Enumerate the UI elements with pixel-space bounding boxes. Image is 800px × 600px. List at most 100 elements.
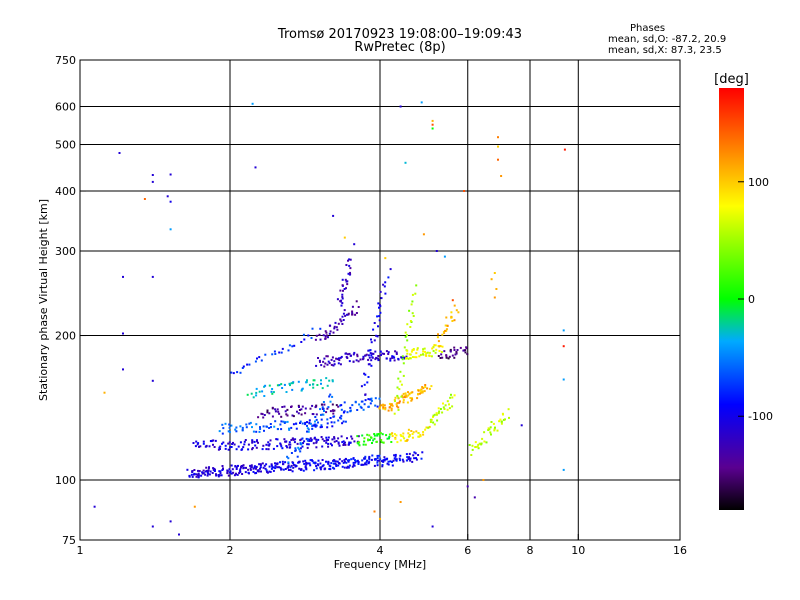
data-point <box>302 460 305 463</box>
data-point <box>306 379 308 382</box>
y-tick-label: 75 <box>62 534 76 547</box>
data-point <box>337 322 340 325</box>
data-point <box>252 467 255 470</box>
data-point <box>480 443 483 446</box>
data-point <box>400 383 403 386</box>
data-point <box>221 469 224 471</box>
data-point <box>298 409 301 411</box>
data-point <box>406 339 409 342</box>
data-point <box>328 324 331 327</box>
data-point <box>206 474 209 477</box>
data-point <box>402 374 405 377</box>
data-point <box>405 453 408 456</box>
data-point <box>255 446 258 449</box>
data-point <box>341 441 344 444</box>
data-point <box>282 463 285 466</box>
data-point <box>363 457 366 460</box>
data-point <box>291 382 294 385</box>
data-point <box>343 466 346 469</box>
data-point <box>411 398 414 401</box>
data-point <box>227 474 230 477</box>
data-point <box>342 461 345 464</box>
data-point <box>446 324 449 327</box>
data-point <box>367 349 370 352</box>
data-point <box>332 410 335 412</box>
data-point <box>321 438 324 441</box>
data-point <box>300 438 303 441</box>
data-point <box>348 360 351 363</box>
data-point <box>411 293 414 296</box>
data-point <box>220 474 223 477</box>
data-point <box>370 436 372 439</box>
data-point <box>192 442 195 444</box>
y-tick-label: 400 <box>55 185 76 198</box>
data-point <box>281 387 284 389</box>
data-point <box>385 434 388 437</box>
data-point <box>353 243 356 246</box>
data-point <box>329 410 332 413</box>
data-point <box>264 467 267 470</box>
data-point <box>306 462 309 465</box>
data-point <box>348 459 351 462</box>
data-point <box>464 349 467 352</box>
data-point <box>468 444 471 446</box>
data-point <box>449 350 452 353</box>
data-point <box>291 470 294 473</box>
data-point <box>329 393 332 396</box>
x-tick-label: 4 <box>377 544 384 557</box>
data-point <box>346 357 349 359</box>
data-point <box>191 475 194 478</box>
data-point <box>250 465 253 468</box>
data-point <box>103 391 106 394</box>
data-point <box>298 460 301 463</box>
data-point <box>440 351 443 353</box>
data-point <box>283 422 286 424</box>
data-point <box>368 455 371 458</box>
data-point <box>291 437 294 440</box>
data-point <box>333 409 336 412</box>
data-point <box>230 446 233 448</box>
data-point <box>348 352 351 355</box>
data-point <box>344 443 347 446</box>
data-point <box>421 451 424 454</box>
data-point <box>423 390 426 393</box>
data-point <box>369 349 372 352</box>
data-point <box>118 152 121 154</box>
data-point <box>402 401 405 404</box>
data-point <box>260 470 262 473</box>
data-point <box>477 447 480 450</box>
data-point <box>341 302 344 305</box>
data-point <box>373 339 376 342</box>
data-point <box>244 471 247 474</box>
data-point <box>328 362 331 365</box>
data-point <box>324 330 327 333</box>
data-point <box>274 462 276 465</box>
data-point <box>325 436 328 439</box>
data-point <box>405 357 408 359</box>
data-point <box>474 441 477 444</box>
data-point <box>304 407 307 410</box>
data-point <box>322 334 325 337</box>
data-point <box>348 264 351 267</box>
data-point <box>453 356 456 359</box>
data-point <box>433 423 436 426</box>
data-point <box>190 473 193 476</box>
data-point <box>454 353 457 356</box>
data-point <box>562 378 565 381</box>
data-point <box>272 469 275 472</box>
data-point <box>248 422 251 425</box>
data-point <box>239 371 242 374</box>
data-point <box>388 402 391 405</box>
data-point <box>400 356 403 359</box>
data-point <box>290 405 293 408</box>
data-point <box>298 467 301 470</box>
data-point <box>245 423 248 426</box>
data-point <box>500 175 503 177</box>
data-point <box>255 465 258 468</box>
data-point <box>453 349 456 351</box>
data-point <box>323 357 326 360</box>
data-point <box>417 454 420 456</box>
data-point <box>398 457 401 460</box>
data-point <box>340 435 343 438</box>
data-point <box>343 459 346 462</box>
